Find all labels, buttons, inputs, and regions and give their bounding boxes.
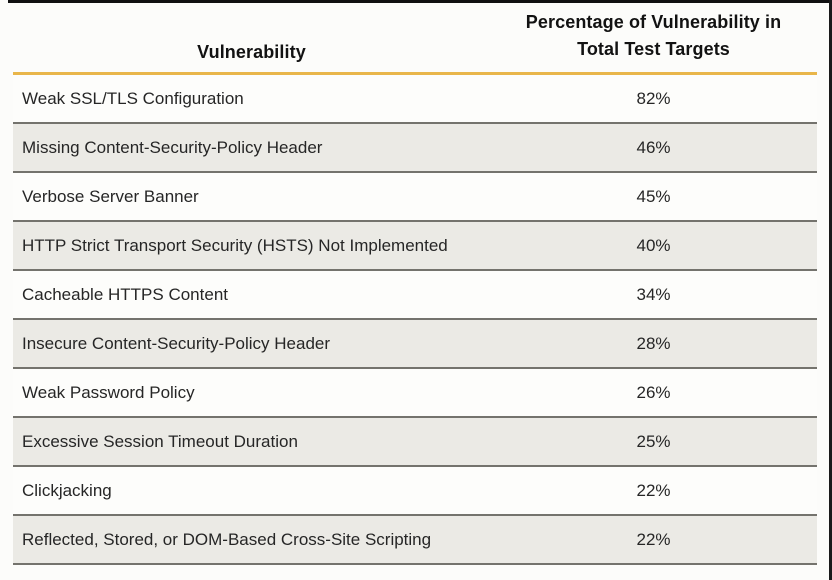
percentage-cell: 25% (636, 431, 671, 451)
percentage-cell: 22% (636, 480, 671, 500)
vulnerability-name-cell: Weak Password Policy (22, 382, 195, 402)
table-header-row: Vulnerability Percentage of Vulnerabilit… (13, 3, 817, 75)
vulnerability-name-cell: Cacheable HTTPS Content (22, 284, 228, 304)
vulnerability-name-cell: Missing Content-Security-Policy Header (22, 137, 323, 157)
percentage-cell: 45% (636, 186, 671, 206)
vulnerability-name-cell: Weak SSL/TLS Configuration (22, 88, 244, 108)
right-edge-bar (829, 0, 832, 580)
column-header-percentage: Percentage of Vulnerability in Total Tes… (490, 9, 817, 63)
table-row: Insecure Content-Security-Policy Header … (13, 320, 817, 369)
column-header-percentage-line2: Total Test Targets (577, 39, 730, 59)
table-row: HTTP Strict Transport Security (HSTS) No… (13, 222, 817, 271)
table-row: Missing Content-Security-Policy Header 4… (13, 124, 817, 173)
table-row: Verbose Server Banner 45% (13, 173, 817, 222)
column-header-vulnerability: Vulnerability (197, 42, 306, 62)
percentage-cell: 22% (636, 529, 671, 549)
percentage-cell: 40% (636, 235, 671, 255)
vulnerability-table: Vulnerability Percentage of Vulnerabilit… (13, 3, 817, 565)
vulnerability-name-cell: HTTP Strict Transport Security (HSTS) No… (22, 235, 448, 255)
percentage-cell: 82% (636, 88, 671, 108)
vulnerability-name-cell: Excessive Session Timeout Duration (22, 431, 298, 451)
vulnerability-name-cell: Reflected, Stored, or DOM-Based Cross-Si… (22, 529, 432, 549)
top-edge-bar (8, 0, 832, 3)
table-body: Weak SSL/TLS Configuration 82% Missing C… (13, 75, 817, 565)
percentage-cell: 28% (636, 333, 671, 353)
table-row: Clickjacking 22% (13, 467, 817, 516)
table-row: Weak Password Policy 26% (13, 369, 817, 418)
vulnerability-name-cell: Verbose Server Banner (22, 186, 199, 206)
percentage-cell: 34% (636, 284, 671, 304)
vulnerability-name-cell: Clickjacking (22, 480, 112, 500)
vulnerability-name-cell: Insecure Content-Security-Policy Header (22, 333, 331, 353)
column-header-percentage-line1: Percentage of Vulnerability in (525, 12, 782, 32)
percentage-cell: 26% (636, 382, 671, 402)
percentage-cell: 46% (636, 137, 671, 157)
table-row: Cacheable HTTPS Content 34% (13, 271, 817, 320)
table-row: Weak SSL/TLS Configuration 82% (13, 75, 817, 124)
table-row: Excessive Session Timeout Duration 25% (13, 418, 817, 467)
table-row: Reflected, Stored, or DOM-Based Cross-Si… (13, 516, 817, 565)
